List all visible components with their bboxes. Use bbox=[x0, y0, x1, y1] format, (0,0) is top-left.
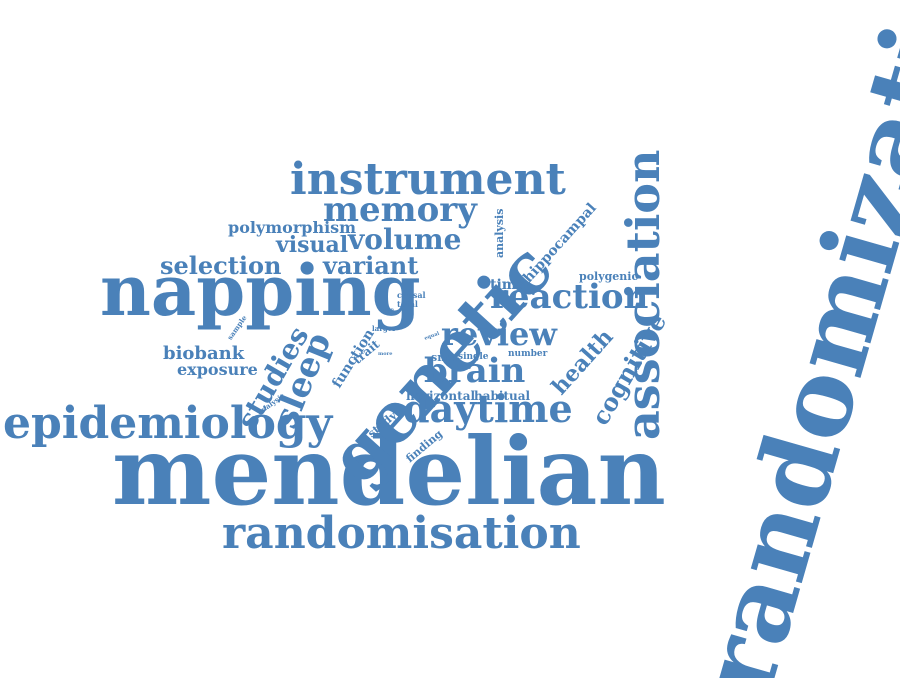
word-total: total bbox=[397, 299, 418, 309]
word-memory: memory bbox=[323, 190, 477, 230]
word-horizontal: horizontal bbox=[406, 389, 476, 403]
word-selection: selection bbox=[160, 251, 282, 280]
word-randomisation: randomisation bbox=[222, 508, 581, 559]
word-causal: causal bbox=[397, 290, 426, 300]
word-reaction: reaction bbox=[490, 277, 649, 317]
word-more: more bbox=[378, 351, 393, 357]
word-instrument: instrument bbox=[290, 154, 566, 205]
word-biobank: biobank bbox=[163, 343, 245, 364]
word-analysis-vertical: analysis bbox=[493, 208, 506, 258]
word-mendelian: mendelian bbox=[112, 417, 666, 527]
word-number: number bbox=[508, 349, 548, 359]
word-daytime: daytime bbox=[403, 386, 573, 431]
word-review: review bbox=[441, 315, 557, 353]
word-brain: brain bbox=[424, 351, 526, 391]
word-napping: napping bbox=[100, 249, 421, 332]
word-snps: snps bbox=[431, 351, 460, 364]
word-variant: variant bbox=[323, 251, 419, 280]
word-polygenic: polygenic bbox=[579, 270, 639, 283]
word-main: main bbox=[380, 307, 395, 313]
word-visual: visual bbox=[276, 232, 349, 258]
word-volume: volume bbox=[348, 223, 462, 256]
word-epidemiology: epidemiology bbox=[3, 398, 333, 449]
word-larger: larger bbox=[372, 324, 396, 333]
word-exposure: exposure bbox=[177, 360, 258, 379]
word-time: time bbox=[490, 277, 526, 293]
word-single: single bbox=[458, 352, 489, 362]
word-randomization: randomization bbox=[676, 0, 900, 678]
word-polymorphism: polymorphism bbox=[228, 218, 357, 237]
word-habitual: habitual bbox=[474, 389, 531, 403]
